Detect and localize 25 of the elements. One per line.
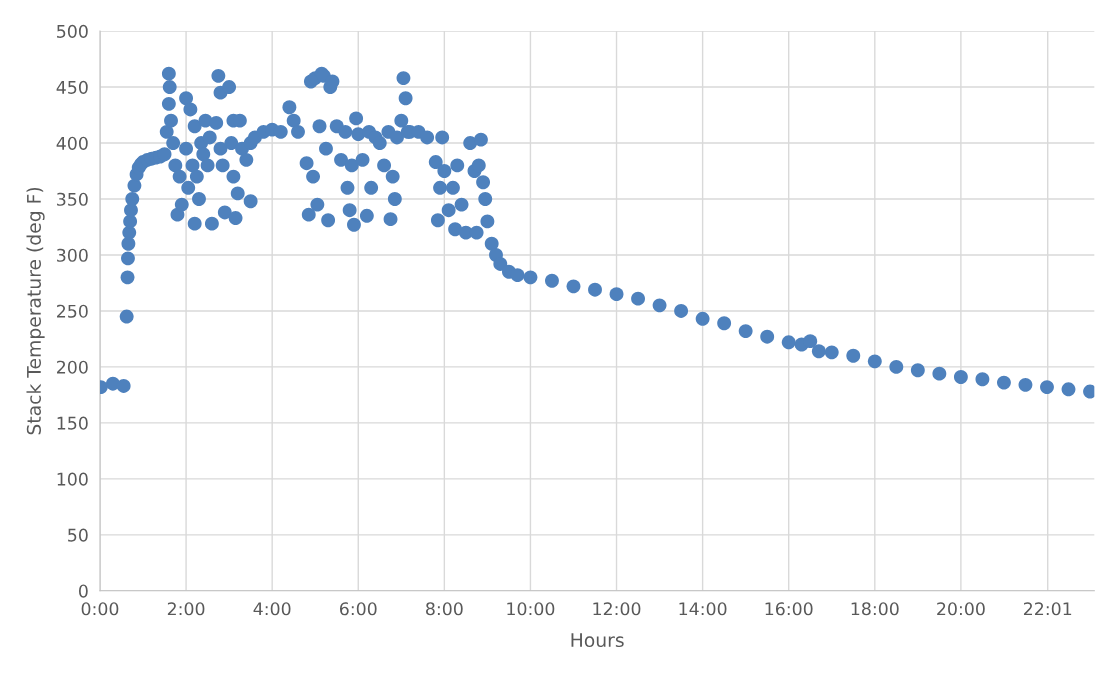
x-tick-label: 16:00: [765, 602, 813, 616]
y-tick-label: 50: [68, 528, 88, 542]
x-tick-label: 8:00: [426, 602, 463, 616]
y-tick-label: 350: [57, 192, 88, 206]
y-tick-label: 150: [57, 416, 88, 430]
x-tick-label: 18:00: [851, 602, 899, 616]
x-tick-label: 2:00: [167, 602, 205, 616]
x-tick-label: 22:01: [1023, 602, 1072, 616]
y-tick-label: 100: [57, 472, 88, 486]
y-tick-label: 250: [57, 304, 88, 318]
y-tick-label: 450: [56, 80, 88, 94]
y-tick-label: 0: [78, 584, 88, 598]
x-tick-label: 0:00: [81, 602, 119, 616]
y-tick-label: 400: [56, 136, 88, 150]
x-axis-title: Hours: [571, 633, 624, 648]
x-tick-label: 4:00: [253, 602, 291, 616]
y-axis-title: Stack Temperature (deg F): [26, 187, 45, 435]
x-tick-label: 10:00: [507, 602, 555, 616]
y-tick-label: 500: [57, 24, 88, 38]
y-tick-label: 300: [57, 248, 88, 262]
x-tick-label: 20:00: [937, 602, 985, 616]
x-tick-label: 6:00: [339, 602, 377, 616]
x-tick-label: 12:00: [593, 602, 641, 616]
x-tick-label: 14:00: [679, 602, 727, 616]
y-tick-label: 200: [57, 360, 88, 374]
